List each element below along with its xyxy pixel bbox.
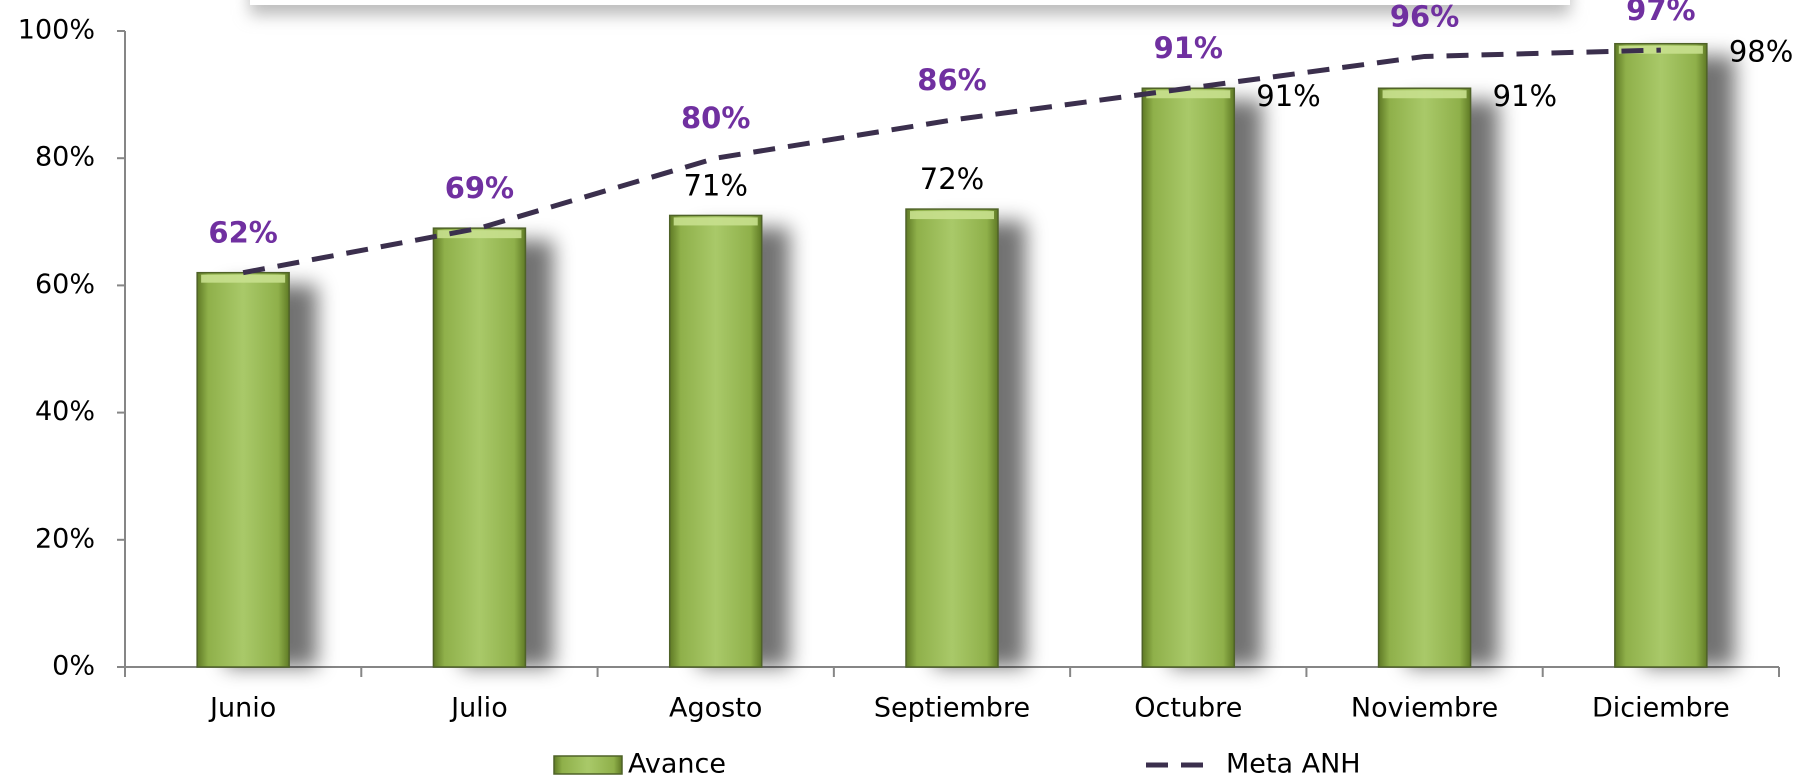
- x-tick-label: Julio: [449, 693, 508, 724]
- bar-cap: [1382, 90, 1467, 99]
- bar-value-label: 72%: [920, 162, 984, 196]
- x-tick-label: Septiembre: [874, 693, 1030, 724]
- bar-cap: [1146, 90, 1231, 99]
- y-tick-label: 100%: [18, 15, 95, 46]
- x-tick-label: Agosto: [669, 693, 762, 724]
- legend-label: Avance: [628, 749, 726, 778]
- bar: [1377, 87, 1472, 668]
- bar-cap: [201, 274, 286, 283]
- bar: [1614, 42, 1708, 668]
- header-box: [250, 0, 1570, 5]
- bar: [196, 271, 290, 668]
- line: [242, 47, 1661, 276]
- y-tick-label: 20%: [35, 523, 95, 554]
- y-tick-label: 80%: [35, 142, 95, 173]
- bar-value-label: 98%: [1729, 35, 1793, 69]
- x-tick-label: Diciembre: [1592, 693, 1730, 724]
- line-value-label: 86%: [917, 63, 986, 97]
- bar-value-label: 71%: [683, 168, 747, 202]
- x-tick-label: Junio: [208, 693, 276, 724]
- bar: [905, 208, 999, 668]
- bar-value-label: 91%: [1493, 79, 1557, 113]
- line-value-label: 62%: [208, 216, 277, 250]
- line-value-label: 96%: [1390, 0, 1459, 33]
- line-value-label: 80%: [681, 101, 750, 135]
- legend-label: Meta ANH: [1226, 749, 1361, 778]
- y-tick-label: 60%: [35, 269, 95, 300]
- bar-cap: [673, 217, 758, 226]
- line-value-label: 97%: [1626, 0, 1695, 27]
- legend-swatch: [553, 755, 623, 775]
- bar-cap: [1618, 45, 1703, 54]
- line-value-label: 69%: [445, 171, 514, 205]
- bar-value-label: 91%: [1256, 79, 1320, 113]
- bar: [1141, 87, 1236, 668]
- bar-cap: [910, 211, 994, 220]
- x-tick-label: Octubre: [1134, 693, 1242, 724]
- y-tick-label: 40%: [35, 396, 95, 427]
- bar: [432, 227, 527, 668]
- y-tick-label: 0%: [52, 651, 95, 682]
- x-tick-label: Noviembre: [1351, 693, 1498, 724]
- bar: [668, 214, 763, 668]
- bar-cap: [437, 230, 522, 239]
- line-value-label: 91%: [1154, 31, 1223, 65]
